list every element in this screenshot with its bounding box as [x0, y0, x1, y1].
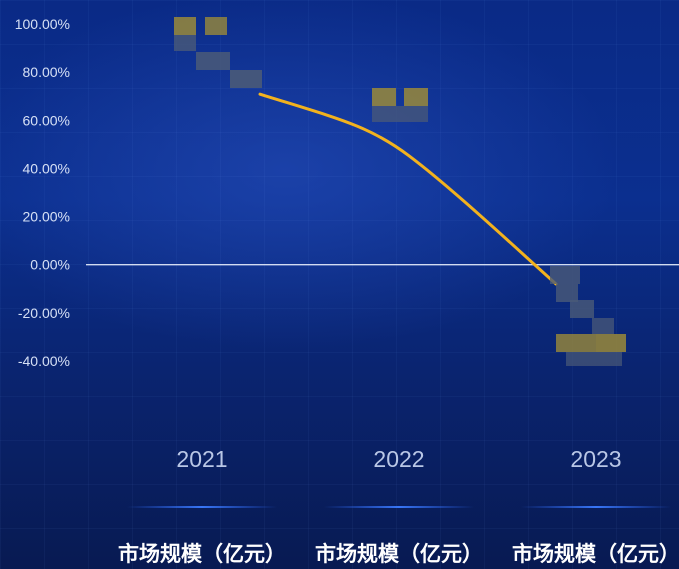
- column-label: 市场规模（亿元）: [118, 542, 286, 566]
- redacted-label-block: [196, 52, 230, 70]
- redacted-label-block: [566, 352, 622, 366]
- column-separators: [127, 506, 671, 508]
- column-separator: [521, 506, 671, 508]
- redacted-label-block: [556, 284, 578, 302]
- x-tick-label: 2023: [570, 446, 621, 472]
- redacted-label-block: [174, 17, 196, 35]
- redacted-label-block: [174, 35, 196, 51]
- y-tick-label: -20.00%: [18, 305, 70, 321]
- redacted-label-block: [404, 88, 428, 106]
- redacted-label-block: [372, 88, 396, 106]
- series-line: [258, 92, 558, 286]
- column-separator: [324, 506, 474, 508]
- redacted-data-labels: [174, 17, 626, 366]
- y-tick-label: 40.00%: [23, 160, 70, 176]
- redacted-label-block: [205, 17, 227, 35]
- redacted-label-block: [372, 106, 428, 122]
- y-axis-tick-labels: 100.00% 80.00% 60.00% 40.00% 20.00% 0.00% -20.…: [15, 16, 70, 369]
- redacted-label-block: [550, 266, 580, 284]
- column-labels: 市场规模（亿元） 市场规模（亿元） 市场规模（亿元）: [118, 542, 679, 566]
- y-tick-label: 80.00%: [23, 64, 70, 80]
- column-label: 市场规模（亿元）: [315, 542, 483, 566]
- y-tick-label: 60.00%: [23, 112, 70, 128]
- y-tick-label: 100.00%: [15, 16, 70, 32]
- y-tick-label: -40.00%: [18, 353, 70, 369]
- x-axis-tick-labels: 2021 2022 2023: [176, 446, 621, 472]
- redacted-label-block: [230, 70, 262, 88]
- series-line-layer: [258, 92, 558, 286]
- x-tick-label: 2022: [373, 446, 424, 472]
- redacted-label-block: [570, 300, 594, 318]
- y-tick-label: 0.00%: [30, 257, 70, 273]
- column-separator: [127, 506, 277, 508]
- y-tick-label: 20.00%: [23, 209, 70, 225]
- redacted-label-block: [556, 334, 596, 352]
- redacted-label-block: [592, 318, 614, 334]
- redacted-label-block: [596, 334, 626, 352]
- x-tick-label: 2021: [176, 446, 227, 472]
- column-label: 市场规模（亿元）: [512, 542, 679, 566]
